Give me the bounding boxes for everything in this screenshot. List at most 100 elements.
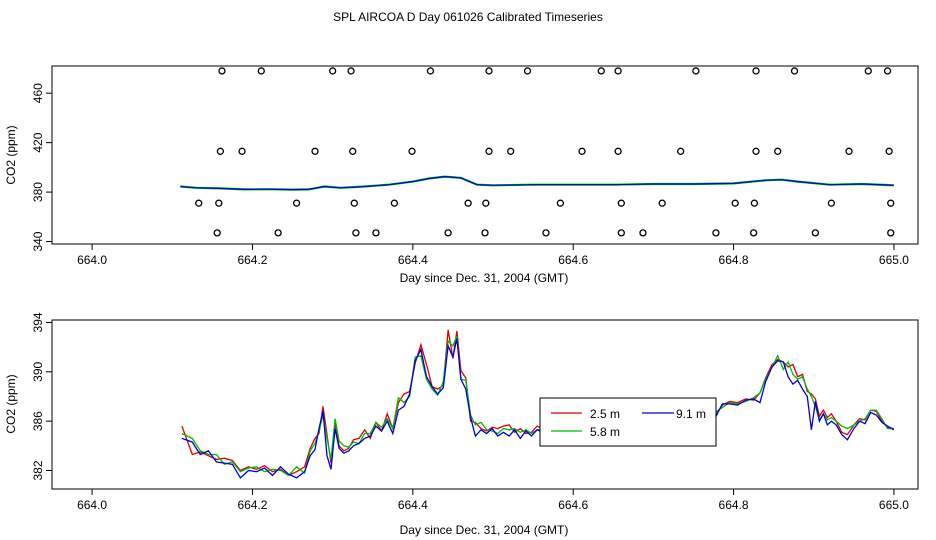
- panel-2-data: [181, 329, 895, 479]
- outlier-point: [750, 199, 759, 207]
- outlier-point: [639, 229, 647, 237]
- outlier-point: [444, 229, 452, 237]
- p2-x-tick-label: 664.4: [398, 498, 428, 512]
- outlier-point: [195, 199, 203, 207]
- outlier-point: [811, 229, 820, 237]
- outlier-point: [617, 229, 625, 237]
- outlier-point: [614, 147, 622, 155]
- p2-x-tick-label: 664.2: [237, 498, 267, 512]
- outlier-point: [845, 147, 853, 155]
- p2-y-tick-label: 390: [31, 361, 45, 381]
- outlier-point: [774, 147, 782, 155]
- outlier-point: [556, 199, 565, 207]
- outlier-point: [692, 67, 700, 75]
- outlier-point: [347, 67, 355, 75]
- outlier-point: [614, 67, 622, 75]
- outlier-point: [712, 229, 720, 237]
- panel-1-frame: [51, 65, 919, 245]
- legend-label-9-1m: 9.1 m: [676, 407, 706, 421]
- outlier-point: [426, 67, 435, 75]
- panel-1: 664.0 664.2 664.4 664.6 664.8 665.0 340 380 420…: [4, 65, 919, 285]
- outlier-point: [213, 229, 221, 237]
- outlier-point: [752, 67, 760, 75]
- outlier-point: [790, 67, 799, 75]
- p1-y-tick-label: 460: [31, 83, 45, 103]
- outlier-point: [328, 67, 337, 75]
- outlier-point: [578, 147, 586, 155]
- outlier-point: [352, 229, 360, 237]
- series-line-9-1-m: [181, 338, 895, 479]
- outlier-point: [883, 67, 892, 75]
- outlier-point: [677, 147, 685, 155]
- outlier-point: [887, 199, 895, 207]
- p1-x-tick-label: 664.8: [719, 253, 749, 267]
- p1-x-tick-label: 664.2: [237, 253, 267, 267]
- p2-x-tick-label: 665.0: [879, 498, 909, 512]
- outlier-point: [658, 199, 666, 207]
- p1-x-tick-label: 664.6: [558, 253, 588, 267]
- outlier-point: [311, 147, 319, 155]
- series-line-green: [180, 175, 894, 191]
- panel-1-y-label: CO2 (ppm): [4, 125, 18, 184]
- outlier-point: [507, 147, 515, 155]
- p2-y-tick-label: 394: [31, 312, 45, 332]
- outlier-point: [731, 199, 739, 207]
- panel-2-x-axis: 664.0 664.2 664.4 664.6 664.8 665.0: [77, 489, 909, 512]
- panel-2-frame: [51, 319, 919, 490]
- legend-label-2-5m: 2.5 m: [590, 407, 620, 421]
- p2-y-tick-label: 386: [31, 411, 45, 431]
- outlier-point: [749, 229, 758, 237]
- outlier-point: [887, 229, 895, 237]
- outlier-point: [752, 147, 760, 155]
- outlier-point: [218, 67, 226, 75]
- series-line-blue: [180, 175, 894, 191]
- panel-2-legend: 2.5 m 9.1 m 5.8 m: [539, 397, 717, 447]
- outlier-point: [485, 67, 493, 75]
- p1-x-tick-label: 665.0: [879, 253, 909, 267]
- p2-y-tick-label: 382: [31, 460, 45, 480]
- p1-y-tick-label: 420: [31, 132, 45, 152]
- panel-1-data: [180, 67, 895, 237]
- outlier-point: [257, 67, 265, 75]
- outlier-point: [215, 199, 223, 207]
- outlier-point: [349, 147, 357, 155]
- outlier-point: [408, 147, 416, 155]
- outlier-point: [523, 67, 532, 75]
- panel-1-x-label: Day since Dec. 31, 2004 (GMT): [400, 271, 569, 285]
- p2-x-tick-label: 664.8: [719, 498, 749, 512]
- outlier-point: [481, 229, 489, 237]
- outlier-point: [482, 199, 490, 207]
- outlier-point: [597, 67, 605, 75]
- panel-2-y-label: CO2 (ppm): [4, 374, 18, 433]
- outlier-point: [350, 199, 358, 207]
- series-line-2-5-m: [181, 329, 895, 477]
- chart-title: SPL AIRCOA D Day 061026 Calibrated Times…: [333, 10, 603, 24]
- outlier-point: [216, 147, 225, 155]
- outlier-point: [827, 199, 836, 207]
- legend-label-5-8m: 5.8 m: [590, 425, 620, 439]
- outlier-point: [390, 199, 399, 207]
- outlier-point: [372, 229, 380, 237]
- outlier-point: [864, 67, 872, 75]
- outlier-point: [238, 147, 246, 155]
- outlier-point: [485, 147, 493, 155]
- outlier-point: [885, 147, 893, 155]
- p1-y-tick-label: 380: [31, 182, 45, 202]
- p1-y-tick-label: 340: [31, 231, 45, 251]
- series-line-5-8-m: [181, 335, 894, 477]
- outlier-point: [464, 199, 472, 207]
- outlier-point: [292, 199, 301, 207]
- outlier-point: [617, 199, 625, 207]
- panel-2-y-axis: 382 386 390 394: [31, 312, 52, 481]
- panel-2: 664.0 664.2 664.4 664.6 664.8 665.0 382 386 390…: [4, 312, 919, 537]
- panel-1-y-axis: 340 380 420 460: [31, 83, 52, 252]
- p2-x-tick-label: 664.0: [77, 498, 107, 512]
- p1-x-tick-label: 664.4: [398, 253, 428, 267]
- p1-x-tick-label: 664.0: [77, 253, 107, 267]
- legend-box: [539, 397, 717, 447]
- panel-2-x-label: Day since Dec. 31, 2004 (GMT): [400, 523, 569, 537]
- p2-x-tick-label: 664.6: [558, 498, 588, 512]
- outlier-point: [274, 229, 282, 237]
- outlier-point: [542, 229, 550, 237]
